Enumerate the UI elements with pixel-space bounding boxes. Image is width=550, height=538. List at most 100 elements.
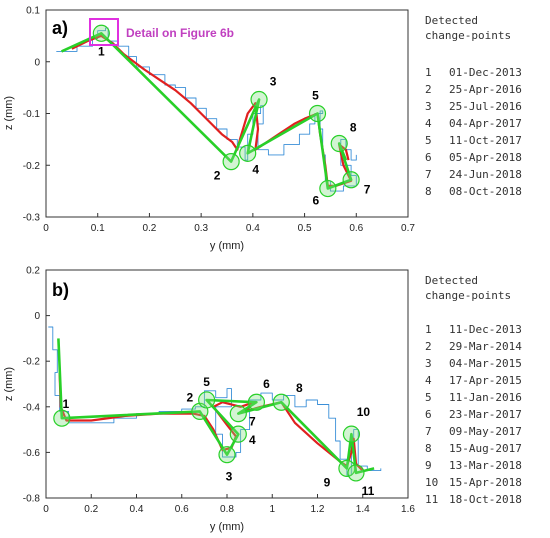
legend-b: Detected change-points 1 11-Dec-2013 2 29-Mar… [425,274,522,506]
x-tick-label: 0.7 [401,223,415,234]
x-tick-label: 0.6 [349,223,363,234]
legend-entry-date: 11-Dec-2013 [449,323,522,336]
legend-entry-number: 8 [425,442,432,455]
legend-entry-number: 5 [425,134,432,147]
legend-entry-date: 24-Jun-2018 [449,168,522,181]
change-point-8 [330,134,348,153]
panel-b: b) y (mm) z (mm) 0 0.2 0.4 0.6 0.8 1 1.2 1.4 1.6… [3,266,522,534]
legend-entry-number: 4 [425,374,432,387]
panel-label-b: b) [52,280,69,300]
change-point-label-5: 5 [312,89,319,103]
change-point-label-3: 3 [270,75,277,89]
change-point-label-2: 2 [187,390,194,404]
legend-entry-date: 05-Apr-2018 [449,151,522,164]
legend-entry-date: 04-Mar-2015 [449,357,522,370]
change-point-2 [222,153,240,171]
x-tick-label: 0.2 [84,504,98,515]
x-tick-label: 1.6 [401,504,415,515]
legend-a: Detected change-points 1 01-Dec-2013 2 25-Apr… [425,14,522,198]
change-point-label-1: 1 [62,397,69,411]
y-axis-label-b: z (mm) [3,367,15,401]
y-tick-label: -0.1 [23,109,41,120]
legend-title-line: change-points [425,29,511,42]
legend-entry-number: 6 [425,408,432,421]
change-point-1 [92,24,110,42]
y-axis-label-a: z (mm) [3,96,15,130]
x-tick-label: 1.2 [311,504,325,515]
change-point-3 [218,446,236,464]
change-point-5 [198,391,216,409]
legend-title-line: change-points [425,289,511,302]
legend-entry-date: 18-Oct-2018 [449,493,522,506]
legend-entry-number: 9 [425,459,432,472]
change-point-markers-a: 1 2 3 4 5 6 7 8 [92,24,371,208]
segments-line [60,31,353,190]
panel-a: a) y (mm) z (mm) 0 0.1 0.2 0.3 0.4 0.5 0.6 0.7 … [3,6,522,253]
change-point-4 [229,425,247,443]
legend-entry-date: 15-Apr-2018 [449,476,522,489]
detail-annotation: Detail on Figure 6b [126,26,234,40]
legend-entry-date: 23-Mar-2017 [449,408,522,421]
y-tick-label: 0 [34,57,40,68]
x-tick-label: 0.1 [91,223,105,234]
x-tick-label: 0 [43,223,49,234]
legend-title-line: Detected [425,274,478,287]
change-point-label-8: 8 [296,381,303,395]
legend-entry-date: 25-Apr-2016 [449,83,522,96]
x-axis-label-b: y (mm) [210,521,244,533]
x-tick-label: 0 [43,504,49,515]
change-point-label-8: 8 [350,121,357,135]
legend-entry-number: 6 [425,151,432,164]
legend-entry-number: 1 [425,66,432,79]
x-axis-label-a: y (mm) [210,240,244,252]
change-point-markers-b: 1 2 3 4 5 6 7 8 9 10 11 [53,375,375,498]
legend-entry-number: 3 [425,357,432,370]
legend-entry-date: 08-Oct-2018 [449,185,522,198]
detail-highlight-box [89,18,119,46]
x-tick-label: 0.4 [246,223,260,234]
x-tick-label: 1 [269,504,275,515]
legend-entry-number: 5 [425,391,432,404]
x-tick-label: 0.3 [194,223,208,234]
legend-entry-date: 01-Dec-2013 [449,66,522,79]
change-point-6 [247,393,266,411]
legend-entry-date: 04-Apr-2017 [449,117,522,130]
change-point-1 [53,409,71,427]
raw-line [48,326,382,476]
change-point-8 [272,393,290,411]
x-tick-label: 0.5 [298,223,312,234]
change-point-label-9: 9 [324,475,331,489]
y-tick-label: -0.8 [23,494,41,505]
y-tick-label: 0 [34,311,40,322]
y-tick-label: -0.2 [23,161,41,172]
change-point-label-4: 4 [252,162,259,176]
change-point-label-5: 5 [203,375,210,389]
legend-entry-number: 10 [425,476,438,489]
change-point-label-1: 1 [98,44,105,58]
segments-line [57,338,375,475]
legend-entry-date: 25-Jul-2016 [449,100,522,113]
legend-entry-number: 3 [425,100,432,113]
change-point-label-6: 6 [312,194,319,208]
change-point-label-4: 4 [249,433,256,447]
change-point-7 [342,171,360,189]
legend-title-line: Detected [425,14,478,27]
y-tick-label: -0.4 [23,402,41,413]
legend-entry-number: 2 [425,83,432,96]
legend-entry-number: 4 [425,117,432,130]
change-point-10 [342,425,361,443]
x-ticks-a: 0 0.1 0.2 0.3 0.4 0.5 0.6 0.7 [43,213,415,234]
legend-entry-date: 15-Aug-2017 [449,442,522,455]
change-point-9 [338,459,356,477]
y-tick-label: -0.3 [23,213,41,224]
legend-entry-number: 7 [425,425,432,438]
change-point-label-3: 3 [226,470,233,484]
y-tick-label: 0.1 [26,6,40,17]
legend-entry-number: 8 [425,185,432,198]
change-point-label-6: 6 [263,377,270,391]
change-point-6 [319,179,337,198]
change-point-label-10: 10 [357,405,371,419]
x-tick-label: 1.4 [356,504,370,515]
raw-trajectory-b [48,326,382,476]
